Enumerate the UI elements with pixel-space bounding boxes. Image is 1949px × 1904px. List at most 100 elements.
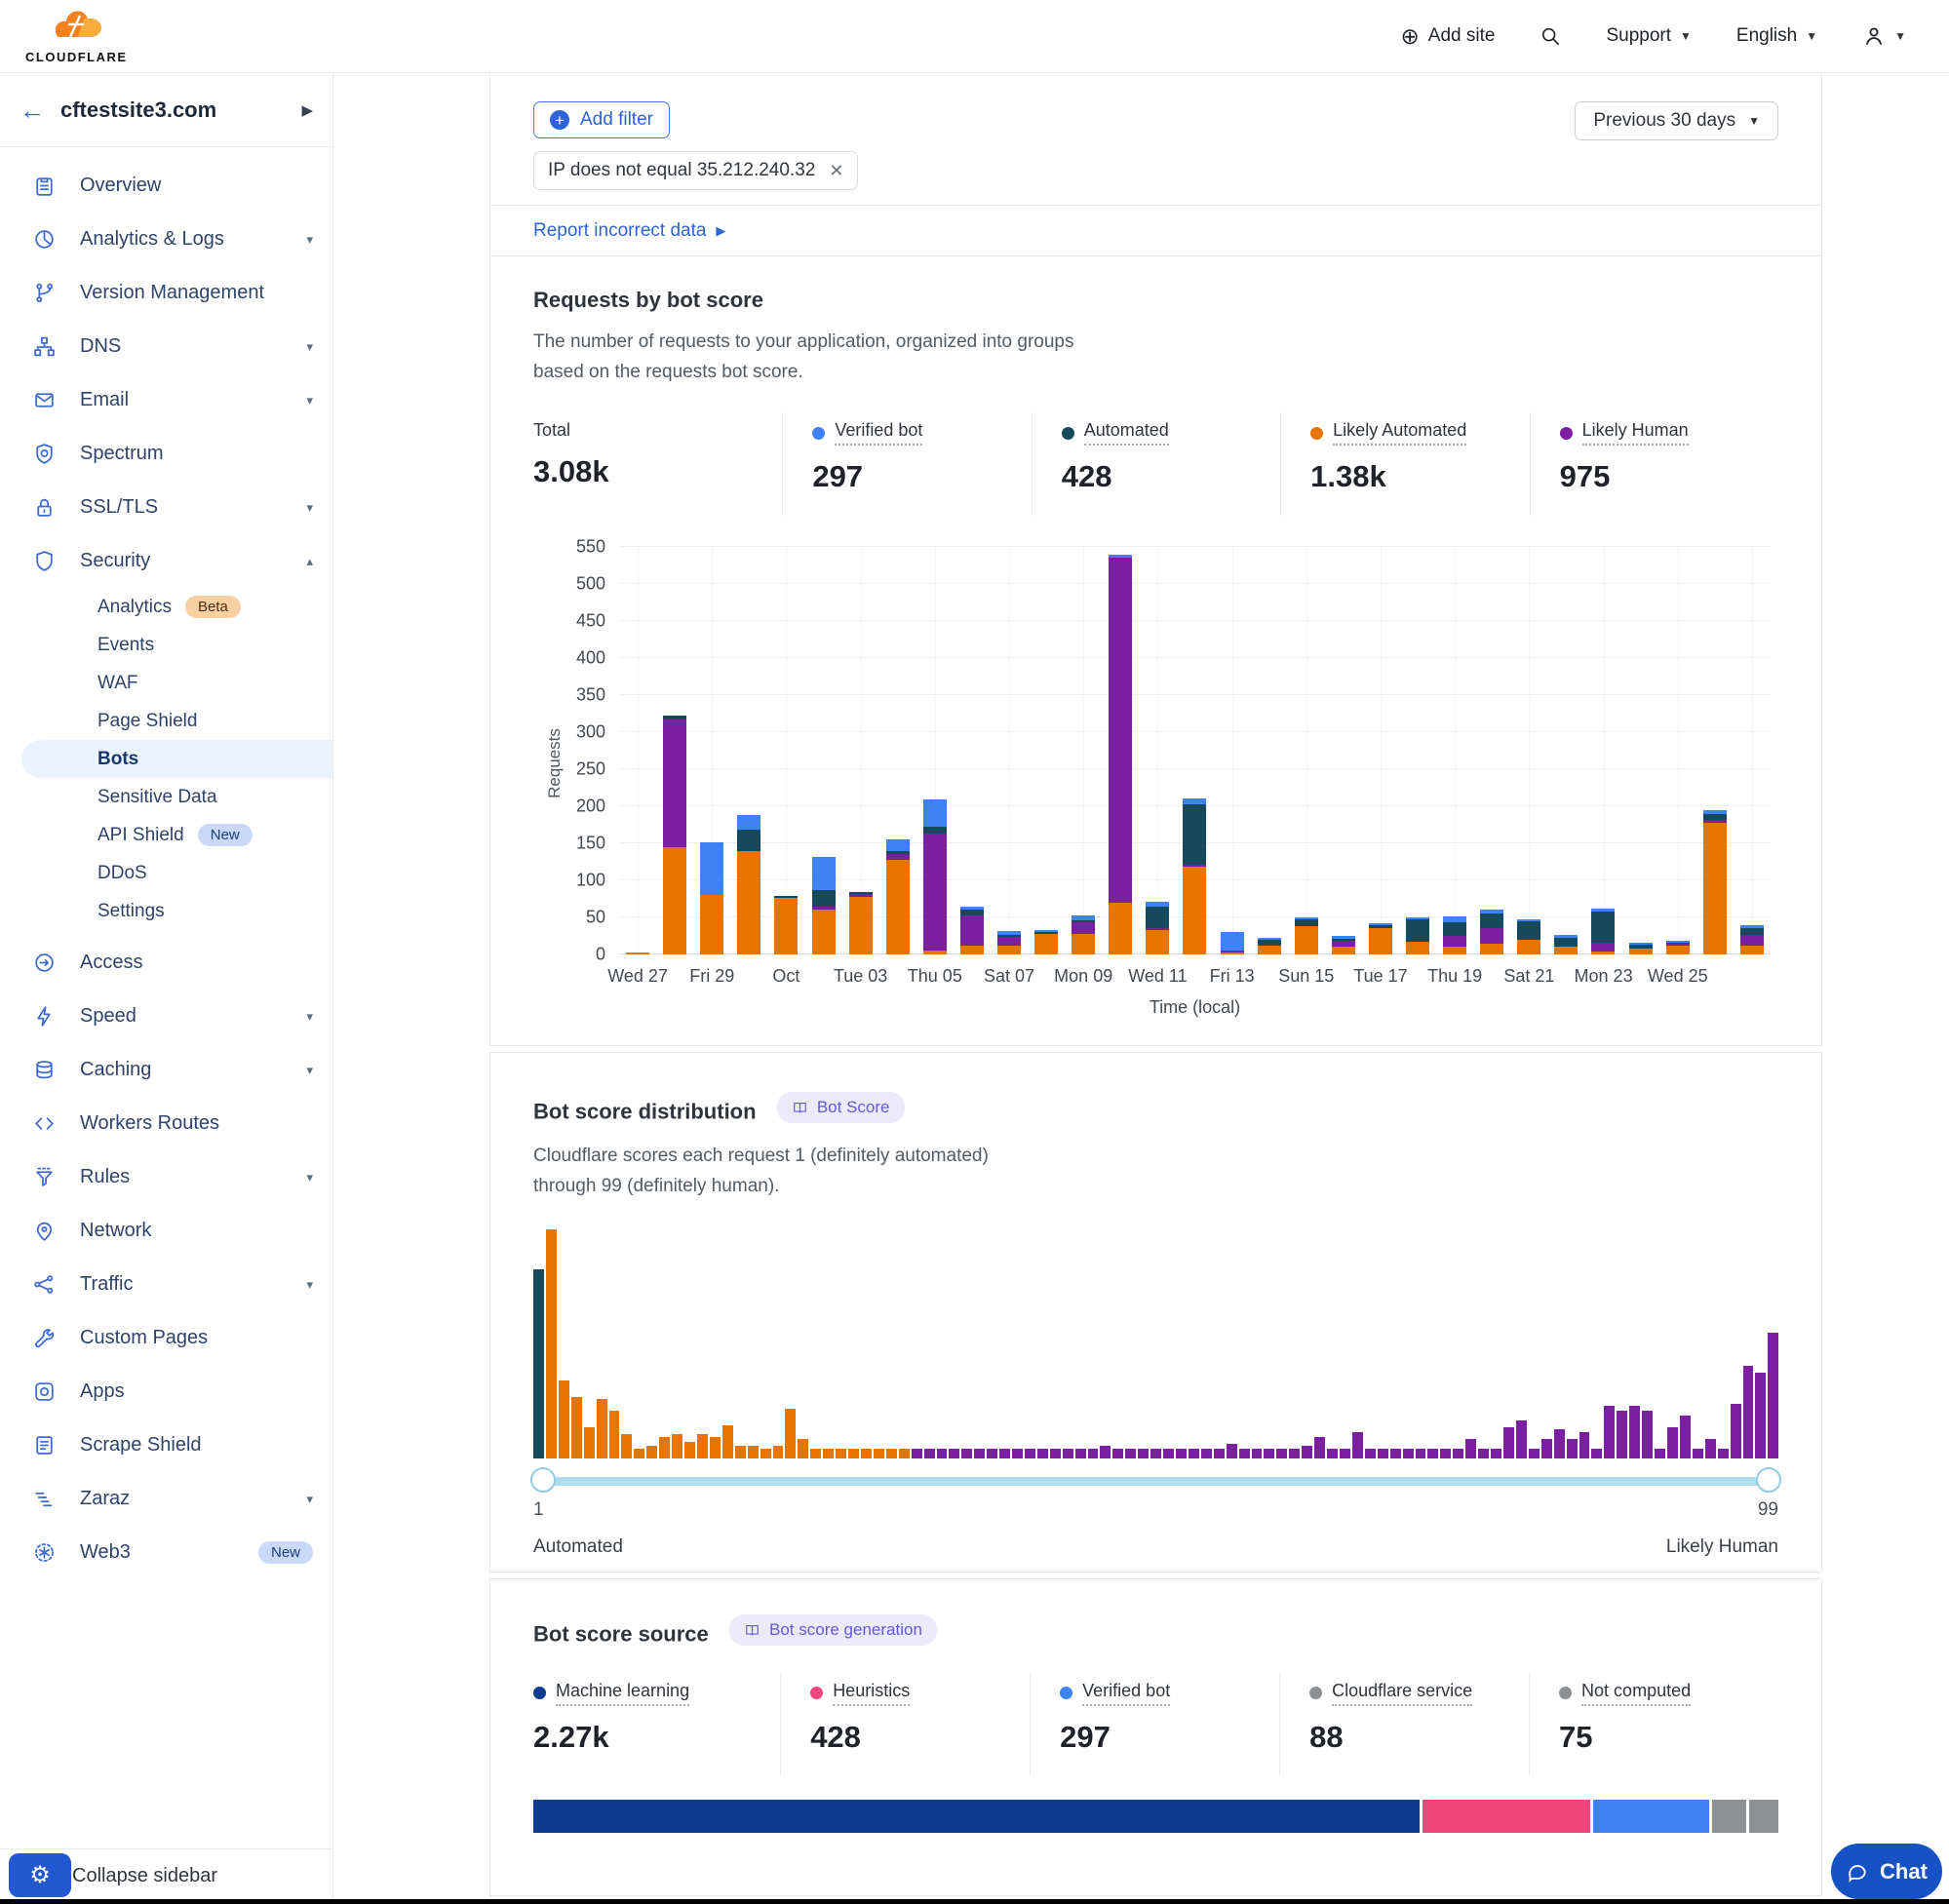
stacked-bar[interactable]	[959, 906, 984, 954]
sidebar-item-custom-pages[interactable]: Custom Pages	[0, 1311, 332, 1365]
slider-handle-min[interactable]	[530, 1466, 556, 1493]
histogram-bar-score-93[interactable]	[1692, 1448, 1703, 1458]
histogram-bar-score-19[interactable]	[760, 1448, 771, 1458]
histogram-bar-score-46[interactable]	[1100, 1446, 1111, 1458]
histogram-bar-score-57[interactable]	[1238, 1448, 1250, 1458]
histogram-bar-score-69[interactable]	[1389, 1448, 1401, 1458]
histogram-bar-score-47[interactable]	[1112, 1448, 1124, 1458]
histogram-bar-score-37[interactable]	[987, 1448, 998, 1458]
sidebar-item-analytics-logs[interactable]: Analytics & Logs ▾	[0, 213, 332, 266]
stacked-bar[interactable]	[848, 892, 873, 954]
sidebar-subitem-waf[interactable]: WAF	[0, 664, 332, 702]
histogram-bar-score-78[interactable]	[1502, 1427, 1514, 1458]
sidebar-item-ssl-tls[interactable]: SSL/TLS ▾	[0, 481, 332, 534]
slider-handle-max[interactable]	[1756, 1466, 1781, 1493]
histogram-bar-score-62[interactable]	[1302, 1446, 1313, 1458]
histogram-bar-score-83[interactable]	[1566, 1439, 1578, 1458]
histogram-bar-score-36[interactable]	[974, 1448, 986, 1458]
histogram-bar-score-85[interactable]	[1591, 1448, 1603, 1458]
stacked-bar[interactable]	[811, 856, 836, 954]
cloudflare-logo[interactable]: CLOUDFLARE	[25, 8, 128, 64]
histogram-bar-score-86[interactable]	[1604, 1406, 1616, 1458]
chat-button[interactable]: Chat	[1831, 1844, 1942, 1899]
stacked-bar[interactable]	[1183, 797, 1207, 954]
histogram-bar-score-65[interactable]	[1340, 1448, 1350, 1458]
histogram-bar-score-72[interactable]	[1427, 1448, 1439, 1458]
histogram-bar-score-87[interactable]	[1617, 1411, 1628, 1458]
histogram-bar-score-26[interactable]	[848, 1448, 859, 1458]
histogram-bar-score-3[interactable]	[558, 1379, 569, 1458]
stacked-bar[interactable]	[1072, 914, 1096, 954]
source-segment-cloudflare-service[interactable]	[1711, 1799, 1746, 1833]
histogram-bar-score-23[interactable]	[810, 1448, 822, 1458]
add-site-button[interactable]: ⊕ Add site	[1400, 22, 1496, 49]
source-segment-not-computed[interactable]	[1748, 1799, 1778, 1833]
stacked-bar[interactable]	[774, 895, 799, 954]
histogram-bar-score-33[interactable]	[936, 1448, 948, 1458]
histogram-bar-score-2[interactable]	[545, 1228, 557, 1458]
sidebar-item-network[interactable]: Network	[0, 1204, 332, 1258]
histogram-bar-score-11[interactable]	[659, 1436, 671, 1458]
histogram-bar-score-60[interactable]	[1276, 1448, 1288, 1458]
histogram-bar-score-56[interactable]	[1226, 1443, 1237, 1458]
close-icon[interactable]: ✕	[829, 160, 844, 180]
histogram-bar-score-8[interactable]	[621, 1434, 633, 1458]
back-arrow-icon[interactable]: ←	[19, 95, 45, 125]
stacked-bar[interactable]	[663, 716, 687, 954]
histogram-bar-score-73[interactable]	[1440, 1448, 1452, 1458]
histogram-bar-score-82[interactable]	[1553, 1429, 1565, 1458]
stacked-bar[interactable]	[1406, 917, 1430, 954]
histogram-bar-score-91[interactable]	[1666, 1427, 1678, 1458]
histogram-bar-score-40[interactable]	[1024, 1448, 1035, 1458]
histogram-bar-score-18[interactable]	[747, 1446, 759, 1458]
histogram-bar-score-90[interactable]	[1655, 1448, 1665, 1458]
stacked-bar[interactable]	[1294, 917, 1318, 954]
histogram-bar-score-21[interactable]	[785, 1408, 797, 1458]
histogram-bar-score-24[interactable]	[823, 1448, 835, 1458]
stacked-bar[interactable]	[1628, 942, 1653, 954]
histogram-bar-score-75[interactable]	[1465, 1439, 1477, 1458]
histogram-bar-score-52[interactable]	[1176, 1448, 1187, 1458]
stacked-bar[interactable]	[1034, 929, 1059, 954]
histogram-bar-score-9[interactable]	[634, 1448, 645, 1458]
sidebar-subitem-ddos[interactable]: DDoS	[0, 854, 332, 892]
support-menu[interactable]: Support ▼	[1606, 25, 1692, 46]
histogram-bar-score-34[interactable]	[949, 1448, 960, 1458]
account-menu[interactable]: ▼	[1862, 24, 1906, 48]
histogram-bar-score-1[interactable]	[533, 1268, 544, 1458]
sidebar-subitem-analytics[interactable]: Analytics Beta	[0, 588, 332, 626]
histogram-bar-score-50[interactable]	[1150, 1448, 1162, 1458]
histogram-bar-score-84[interactable]	[1579, 1431, 1590, 1458]
filter-chip[interactable]: IP does not equal 35.212.240.32 ✕	[533, 151, 859, 190]
stacked-bar[interactable]	[1443, 916, 1467, 954]
stacked-bar[interactable]	[996, 931, 1021, 954]
histogram-bar-score-51[interactable]	[1163, 1448, 1175, 1458]
language-menu[interactable]: English ▼	[1735, 25, 1818, 46]
sidebar-item-email[interactable]: Email ▾	[0, 373, 332, 427]
sidebar-item-web3[interactable]: Web3 New	[0, 1526, 332, 1579]
sidebar-item-version-management[interactable]: Version Management	[0, 266, 332, 320]
stacked-bar[interactable]	[1591, 908, 1616, 954]
stacked-bar[interactable]	[737, 815, 761, 954]
histogram-bar-score-20[interactable]	[772, 1446, 784, 1458]
sidebar-item-apps[interactable]: Apps	[0, 1365, 332, 1418]
stacked-bar[interactable]	[1517, 918, 1541, 954]
histogram-bar-score-41[interactable]	[1036, 1448, 1048, 1458]
stacked-bar[interactable]	[700, 842, 724, 954]
histogram-bar-score-28[interactable]	[873, 1448, 884, 1458]
histogram-bar-score-99[interactable]	[1768, 1333, 1779, 1458]
stacked-bar[interactable]	[885, 839, 910, 954]
histogram-bar-score-59[interactable]	[1264, 1448, 1275, 1458]
histogram-bar-score-12[interactable]	[672, 1434, 683, 1458]
histogram-bar-score-32[interactable]	[923, 1448, 935, 1458]
histogram-bar-score-38[interactable]	[999, 1448, 1011, 1458]
histogram-bar-score-14[interactable]	[696, 1434, 708, 1458]
histogram-bar-score-44[interactable]	[1074, 1448, 1086, 1458]
chevron-right-icon[interactable]: ▶	[301, 102, 313, 119]
histogram-bar-score-94[interactable]	[1704, 1439, 1716, 1458]
settings-gear-button[interactable]: ⚙	[9, 1853, 71, 1897]
histogram-bar-score-31[interactable]	[911, 1448, 922, 1458]
histogram-bar-score-63[interactable]	[1314, 1436, 1326, 1458]
histogram-bar-score-13[interactable]	[684, 1441, 695, 1458]
stacked-bar[interactable]	[1109, 554, 1133, 954]
